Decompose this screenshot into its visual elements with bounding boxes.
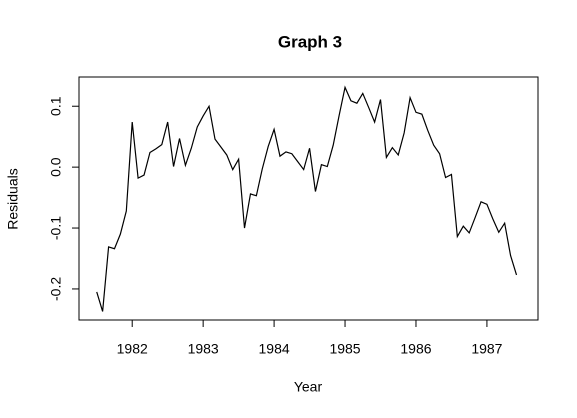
- x-tick-label: 1986: [400, 341, 431, 357]
- y-axis-label: Residuals: [5, 168, 21, 229]
- x-tick-label: 1985: [329, 341, 360, 357]
- y-tick-label: -0.2: [48, 277, 64, 301]
- chart-title: Graph 3: [278, 32, 342, 51]
- data-line: [96, 85, 518, 312]
- y-tick-label: -0.1: [48, 216, 64, 240]
- x-tick-label: 1984: [259, 341, 290, 357]
- x-tick-label: 1983: [188, 341, 219, 357]
- plot-box: [78, 76, 539, 321]
- y-tick-label: 0.1: [48, 96, 64, 116]
- y-tick-label: 0.0: [48, 157, 64, 177]
- x-tick-label: 1982: [117, 341, 148, 357]
- x-tick-label: 1987: [471, 341, 502, 357]
- x-axis-label: Year: [294, 379, 323, 395]
